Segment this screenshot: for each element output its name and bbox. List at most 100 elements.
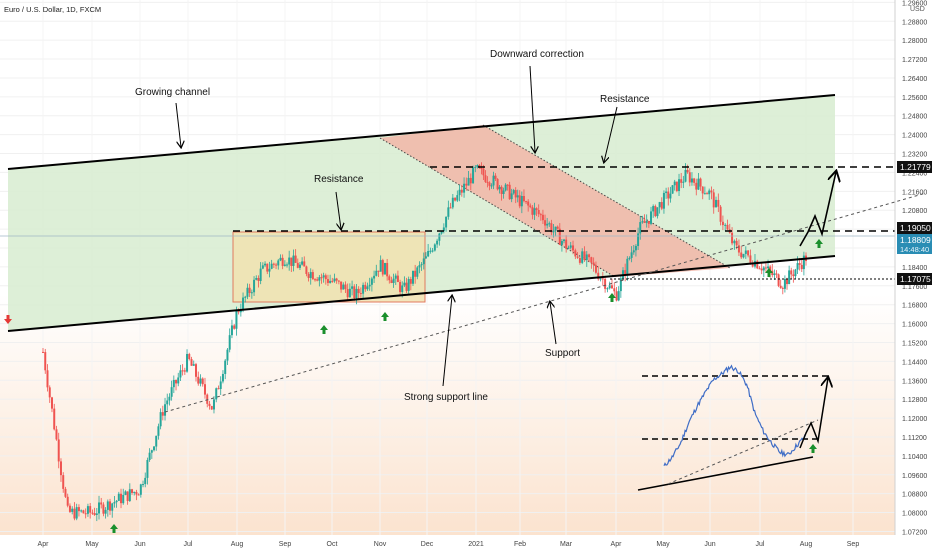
candle-body xyxy=(619,278,622,292)
inset-forecast xyxy=(637,364,828,491)
y-tick-label: 1.21600 xyxy=(902,189,927,196)
candle-body xyxy=(630,252,633,258)
candle-body xyxy=(783,278,786,289)
symbol-header: Euro / U.S. Dollar, 1D, FXCM xyxy=(4,5,101,14)
y-tick-label: 1.15200 xyxy=(902,340,927,347)
candle-body xyxy=(703,193,706,195)
candle-body xyxy=(248,287,251,293)
candle-body xyxy=(409,279,412,284)
buy-arrow-icon xyxy=(320,325,328,334)
channel-lower-line xyxy=(7,255,836,332)
y-tick-label: 1.12800 xyxy=(902,397,927,404)
candle-body xyxy=(270,263,273,269)
candle-body xyxy=(467,177,470,186)
candle-body xyxy=(608,285,611,289)
candle-body xyxy=(639,222,642,234)
y-tick-label: 1.14400 xyxy=(902,359,927,366)
candle-body xyxy=(525,201,528,203)
resistance-right-pointer xyxy=(604,106,618,162)
candle-body xyxy=(170,387,173,397)
candle-body xyxy=(86,506,89,514)
candle-body xyxy=(669,193,672,199)
strong-support-pointer xyxy=(442,296,452,387)
y-tick-label: 1.10400 xyxy=(902,454,927,461)
candle-body xyxy=(626,258,629,276)
growing-channel-label: Growing channel xyxy=(135,87,210,98)
resistance-right-label: Resistance xyxy=(600,94,650,105)
channel-upper-line xyxy=(7,94,836,170)
inset-projection xyxy=(799,378,828,449)
candle-body xyxy=(622,270,625,279)
candle-body xyxy=(401,285,404,292)
candle-body xyxy=(762,267,765,271)
candle-body xyxy=(556,226,559,229)
candle-body xyxy=(688,172,691,183)
candle-body xyxy=(366,286,369,290)
candle-body xyxy=(368,284,371,287)
candle-body xyxy=(576,256,579,258)
candle-body xyxy=(161,412,164,416)
candle-body xyxy=(599,278,602,280)
candle-body xyxy=(394,275,397,279)
y-tick-label: 1.18400 xyxy=(902,265,927,272)
y-tick-label: 1.23200 xyxy=(902,152,927,159)
candle-body xyxy=(706,193,709,195)
candle-body xyxy=(351,286,354,289)
candle-body xyxy=(307,273,310,278)
candle-body xyxy=(335,278,338,281)
candle-body xyxy=(652,206,655,212)
currency-unit-label: USD xyxy=(910,6,925,13)
y-tick-label: 1.22400 xyxy=(902,170,927,177)
candle-body xyxy=(230,325,233,336)
candle-body xyxy=(290,257,293,266)
candle-body xyxy=(420,264,423,266)
candle-body xyxy=(192,364,195,366)
candle-body xyxy=(84,513,87,515)
y-tick-label: 1.27200 xyxy=(902,57,927,64)
candle-body xyxy=(91,512,94,514)
buy-arrow-icon xyxy=(608,293,616,302)
candle-body xyxy=(662,192,665,209)
candle-body xyxy=(71,508,74,512)
candle-body xyxy=(115,500,118,503)
candle-body xyxy=(381,260,384,275)
candle-body xyxy=(594,265,597,273)
y-tick-label: 1.11200 xyxy=(902,435,927,442)
candle-body xyxy=(139,484,142,495)
current-price-text: 1.18809 xyxy=(900,235,931,245)
candle-body xyxy=(650,211,653,224)
candle-body xyxy=(537,210,540,215)
candle-body xyxy=(699,178,702,187)
candle-body xyxy=(449,207,452,209)
candle-body xyxy=(474,167,477,169)
x-tick-label: Oct xyxy=(327,541,338,548)
price-marker-text: 1.17075 xyxy=(900,274,931,284)
candle-body xyxy=(514,190,517,198)
candle-body xyxy=(546,223,549,226)
candle-body xyxy=(802,255,805,270)
strong-support-label: Strong support line xyxy=(404,392,488,403)
candle-body xyxy=(628,257,631,259)
candle-body xyxy=(581,251,584,263)
candle-body xyxy=(188,353,191,360)
candle-body xyxy=(445,216,448,228)
candle-body xyxy=(407,279,410,291)
candle-body xyxy=(311,272,314,280)
price-marker-box xyxy=(897,273,932,285)
candle-body xyxy=(244,296,247,298)
candle-body xyxy=(377,270,380,272)
x-tick-label: Jun xyxy=(134,541,145,548)
candle-body xyxy=(333,278,336,282)
candle-body xyxy=(531,207,534,215)
candle-body xyxy=(126,491,129,501)
candle-body xyxy=(779,285,782,288)
candle-body xyxy=(288,257,291,265)
candle-body xyxy=(535,208,538,211)
candle-body xyxy=(769,266,772,271)
candle-body xyxy=(294,255,297,263)
candle-body xyxy=(348,288,351,298)
y-tick-label: 1.29600 xyxy=(902,0,927,7)
candle-body xyxy=(458,189,461,196)
candle-body xyxy=(583,251,586,260)
candle-body xyxy=(388,276,391,281)
